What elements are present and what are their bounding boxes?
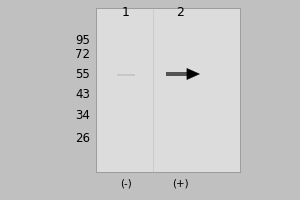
Text: 26: 26 [75, 132, 90, 144]
Text: 1: 1 [122, 5, 130, 19]
Bar [116, 74, 136, 76]
Text: 95: 95 [75, 33, 90, 46]
Polygon shape [187, 68, 200, 80]
Bar [167, 72, 194, 76]
Text: 2: 2 [176, 5, 184, 19]
Text: 72: 72 [75, 47, 90, 60]
Text: (-): (-) [120, 179, 132, 189]
Text: 43: 43 [75, 88, 90, 100]
Text: 34: 34 [75, 109, 90, 122]
Text: (+): (+) [172, 179, 188, 189]
Bar [96, 8, 240, 172]
Text: 55: 55 [75, 68, 90, 80]
